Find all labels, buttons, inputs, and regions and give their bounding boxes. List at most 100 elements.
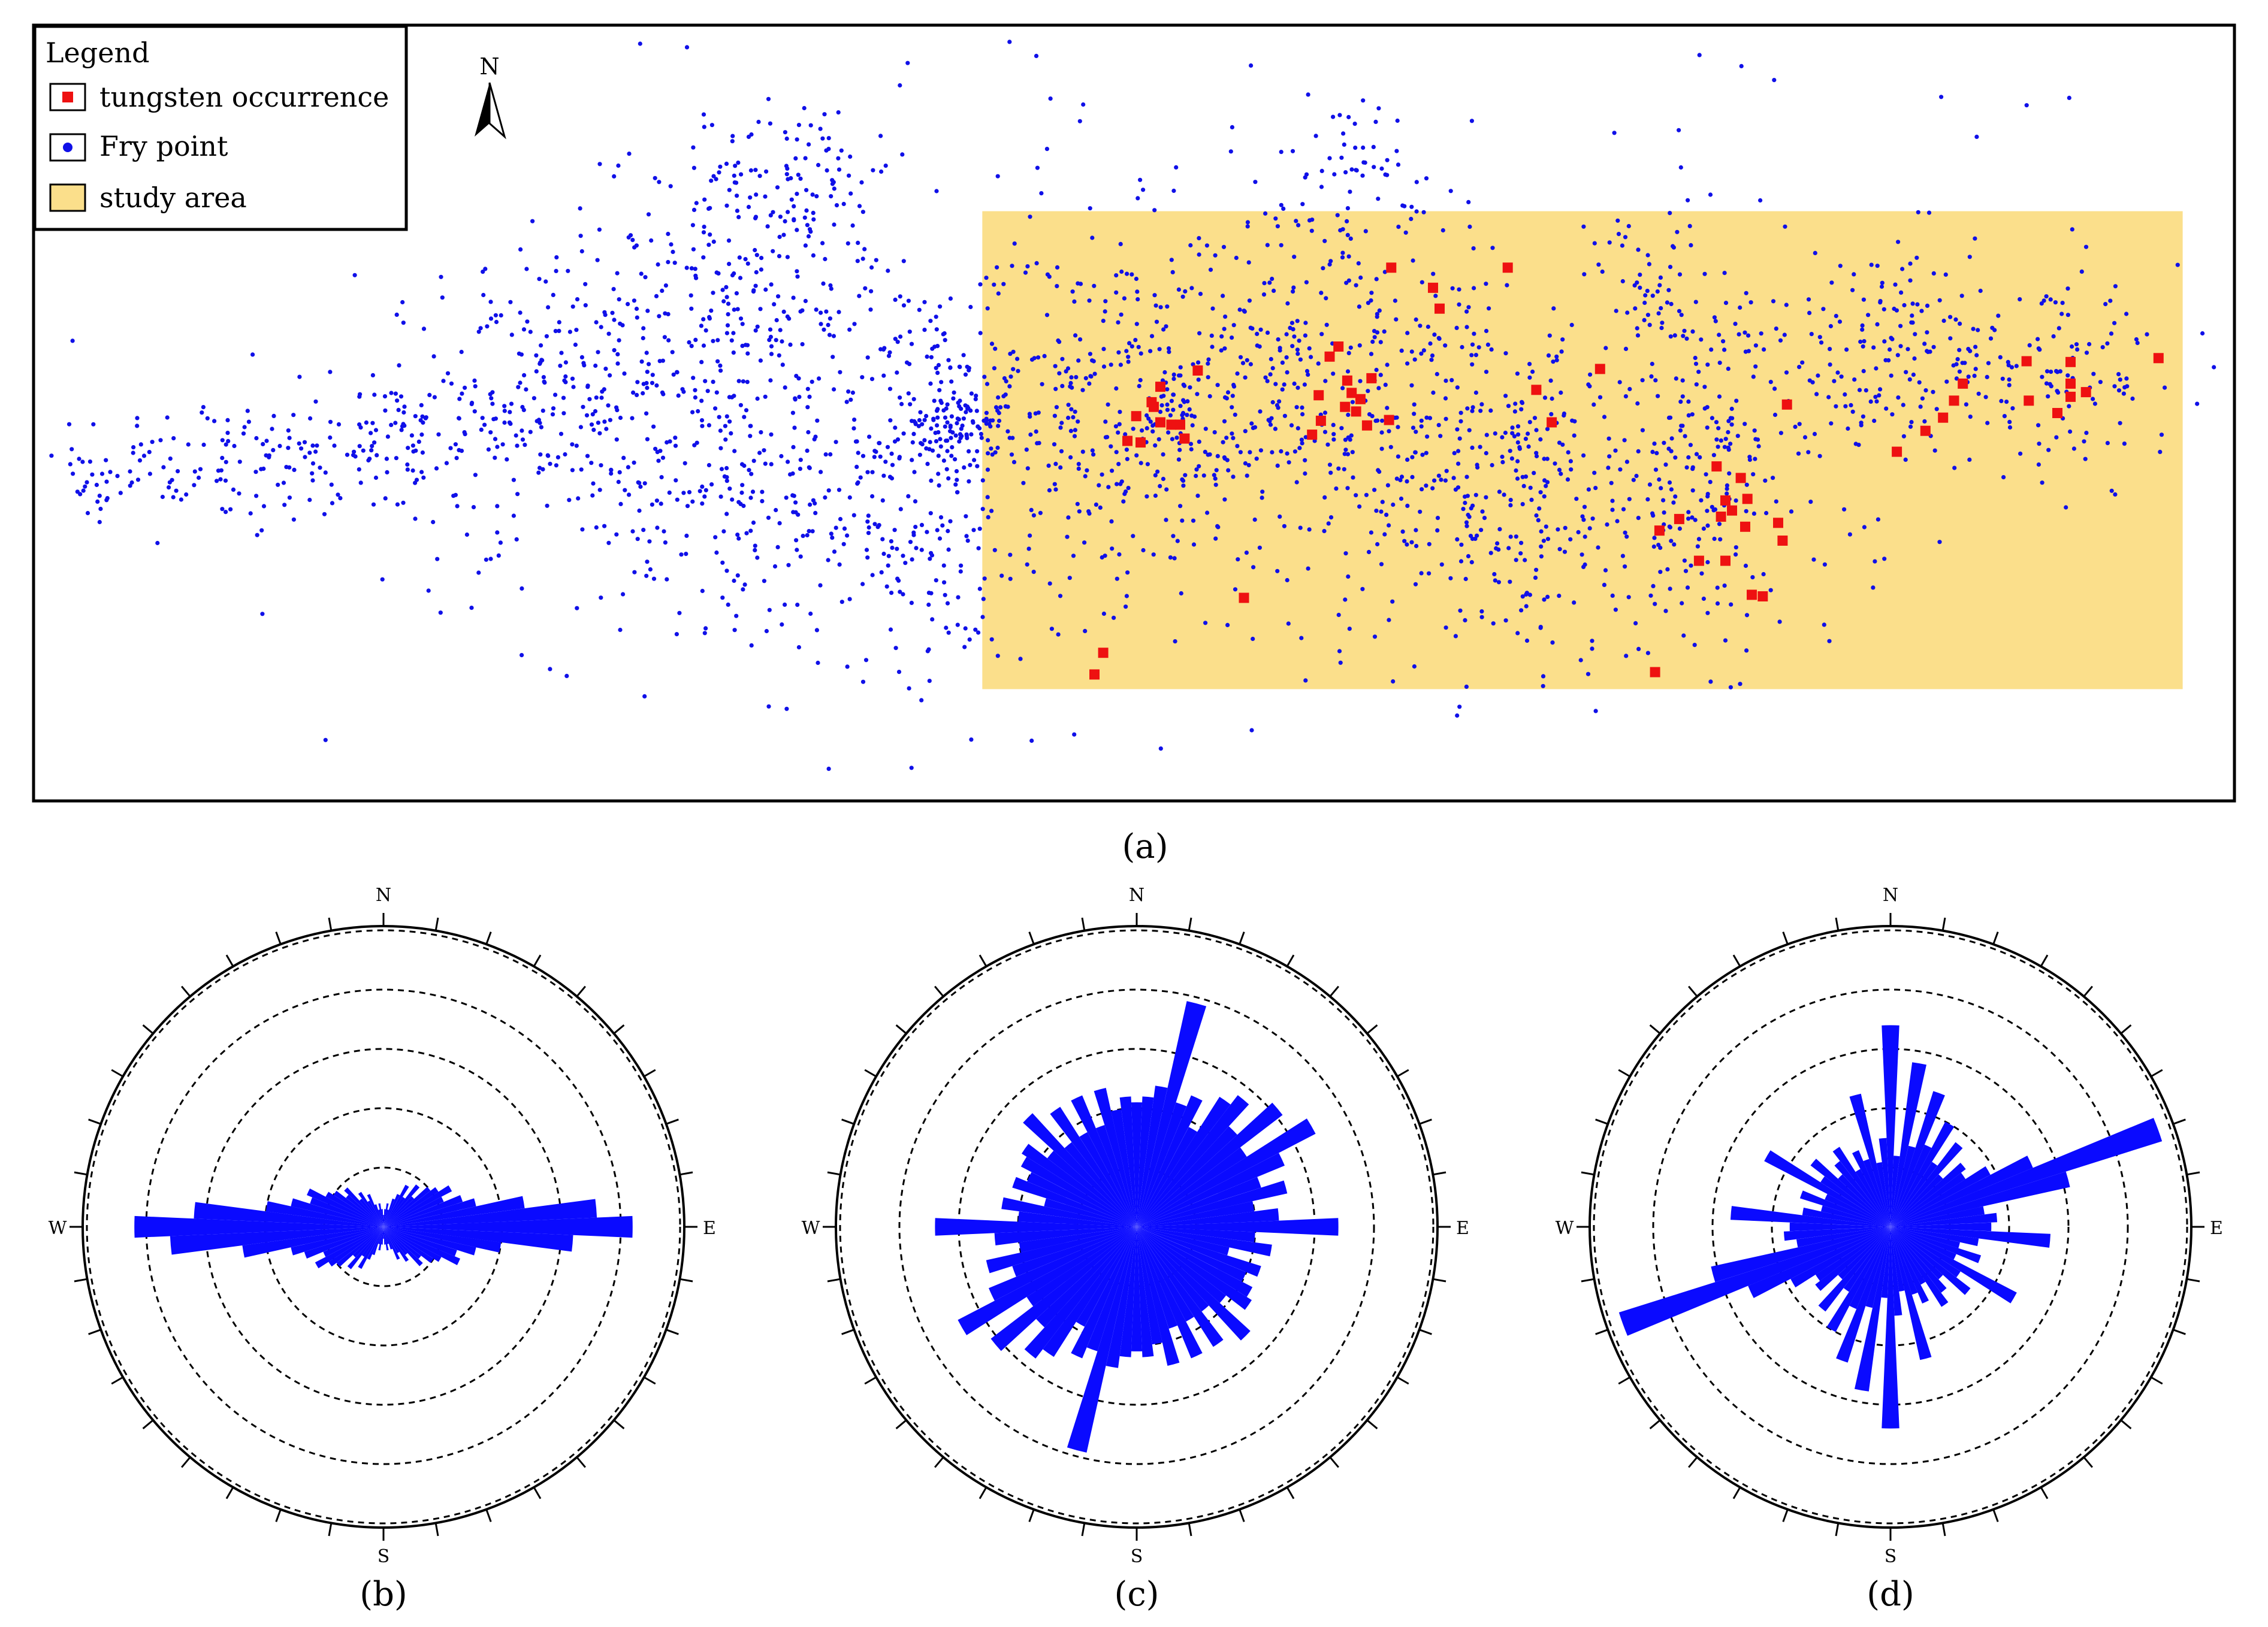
- rose-petal: [383, 1184, 409, 1227]
- fry-point: [893, 297, 898, 302]
- fry-point: [463, 432, 467, 437]
- fry-point: [523, 443, 527, 447]
- fry-point: [1324, 322, 1329, 327]
- fry-point: [739, 172, 744, 177]
- fry-point: [1875, 322, 1880, 327]
- fry-point: [1361, 145, 1366, 150]
- fry-point: [1131, 534, 1135, 539]
- fry-point: [1140, 428, 1144, 433]
- fry-point: [1678, 400, 1683, 404]
- fry-point: [570, 442, 575, 447]
- fry-point: [922, 300, 927, 304]
- fry-point: [732, 307, 736, 312]
- fry-point: [691, 165, 696, 170]
- fry-point: [745, 343, 750, 347]
- fry-point: [1252, 517, 1257, 522]
- fry-point: [1907, 377, 1912, 382]
- fry-point: [516, 385, 521, 389]
- fry-point: [831, 355, 835, 359]
- rose-petal: [1106, 1227, 1137, 1368]
- fry-point: [734, 613, 739, 618]
- rose-petal: [1825, 1194, 1890, 1227]
- fry-point: [551, 406, 556, 411]
- fry-point: [1508, 503, 1513, 508]
- fry-point: [237, 491, 241, 496]
- fry-point: [1103, 299, 1108, 304]
- fry-point: [550, 412, 555, 417]
- tungsten-point: [1435, 303, 1445, 314]
- fry-point: [851, 513, 856, 518]
- fry-point: [1347, 627, 1352, 631]
- rose-compass-n: N: [1129, 885, 1144, 906]
- fry-point: [669, 242, 674, 247]
- fry-point: [878, 134, 883, 138]
- fry-point: [1882, 557, 1887, 561]
- fry-point: [665, 577, 669, 582]
- fry-point: [1336, 612, 1341, 618]
- fry-point: [1515, 440, 1520, 445]
- fry-point: [536, 470, 541, 475]
- fry-point: [1124, 447, 1129, 452]
- fry-point: [441, 379, 446, 383]
- fry-point: [1553, 461, 1557, 466]
- fry-point: [1433, 294, 1438, 298]
- fry-point: [803, 156, 808, 161]
- tungsten-point: [1727, 505, 1737, 516]
- fry-point: [1194, 473, 1198, 479]
- fry-point: [1623, 346, 1629, 352]
- fry-point: [232, 443, 237, 449]
- fry-point: [836, 167, 842, 172]
- fry-point: [2054, 435, 2059, 440]
- rose-petal: [1119, 1227, 1137, 1357]
- fry-point: [1672, 542, 1677, 547]
- fry-point: [1473, 353, 1478, 358]
- fry-point: [1874, 366, 1879, 371]
- fry-point: [1455, 713, 1460, 718]
- fry-point: [953, 482, 958, 487]
- fry-point: [1508, 498, 1513, 503]
- fry-point: [718, 363, 723, 368]
- rose-petal: [383, 1227, 460, 1265]
- fry-point: [1298, 357, 1303, 362]
- rose-ring: [86, 929, 681, 1525]
- fry-point: [250, 352, 255, 357]
- fry-point: [783, 385, 787, 390]
- fry-point: [1502, 492, 1506, 497]
- fry-point: [739, 462, 745, 467]
- fry-point: [936, 453, 941, 458]
- fry-point: [943, 424, 947, 429]
- fry-point: [1813, 250, 1817, 255]
- fry-point: [1164, 487, 1169, 492]
- fry-point: [246, 419, 251, 424]
- fry-point: [1861, 368, 1866, 374]
- fry-point: [961, 416, 966, 421]
- fry-point: [1126, 359, 1131, 364]
- fry-point: [934, 189, 939, 193]
- fry-point: [1180, 413, 1185, 418]
- fry-point: [1983, 395, 1988, 400]
- fry-point: [878, 454, 883, 459]
- fry-point: [1910, 320, 1915, 325]
- fry-point: [1806, 450, 1811, 455]
- rose-petal: [1137, 1227, 1253, 1297]
- fry-point: [338, 496, 343, 501]
- fry-point: [1931, 389, 1935, 394]
- fry-point: [1178, 504, 1183, 509]
- fry-point: [1285, 370, 1289, 375]
- fry-point: [689, 344, 694, 349]
- fry-point: [1651, 583, 1656, 589]
- fry-point: [724, 203, 729, 208]
- fry-point: [941, 563, 946, 568]
- fry-point: [1545, 480, 1550, 485]
- fry-point: [909, 341, 914, 346]
- fry-point: [982, 576, 987, 581]
- fry-point: [1391, 679, 1396, 684]
- fry-point: [1771, 476, 1775, 480]
- fry-point: [1606, 465, 1611, 470]
- fry-point: [1717, 332, 1722, 337]
- fry-point: [1319, 291, 1324, 295]
- rose-petal: [315, 1227, 383, 1269]
- fry-point: [1123, 432, 1128, 437]
- fry-point: [1534, 567, 1539, 572]
- fry-point: [1171, 392, 1176, 397]
